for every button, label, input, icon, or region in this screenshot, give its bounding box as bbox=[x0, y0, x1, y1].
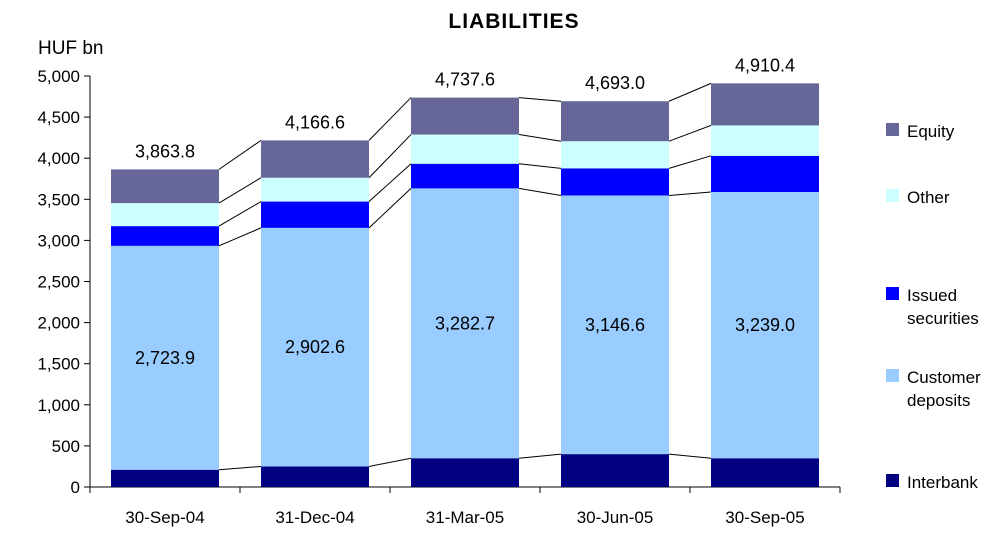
y-tick-label: 2,500 bbox=[37, 273, 80, 292]
bar-segment bbox=[711, 458, 819, 487]
bar-segment bbox=[711, 155, 819, 192]
y-tick-label: 5,000 bbox=[37, 67, 80, 86]
legend-label: securities bbox=[907, 309, 979, 328]
connector-line bbox=[368, 188, 412, 229]
legend-swatch bbox=[886, 189, 899, 202]
connector-lines bbox=[218, 82, 712, 471]
bar-segment bbox=[111, 469, 219, 487]
bar-segment bbox=[411, 97, 519, 135]
total-label: 4,166.6 bbox=[285, 112, 345, 132]
y-tick-label: 4,000 bbox=[37, 149, 80, 168]
y-tick-label: 3,000 bbox=[37, 231, 80, 250]
deposit-label: 3,282.7 bbox=[435, 313, 495, 333]
bar-segment bbox=[111, 226, 219, 246]
connector-line bbox=[668, 453, 712, 459]
bar-segment bbox=[261, 466, 369, 487]
y-tick-label: 2,000 bbox=[37, 314, 80, 333]
deposit-label: 3,239.0 bbox=[735, 315, 795, 335]
legend: Equity Other Issued securities Customer depos… bbox=[886, 122, 981, 492]
legend-swatch bbox=[886, 474, 899, 487]
legend-label: Interbank bbox=[907, 473, 978, 492]
total-label: 4,737.6 bbox=[435, 70, 495, 90]
x-tick-label: 30-Sep-05 bbox=[725, 508, 804, 527]
connector-line bbox=[518, 453, 562, 459]
connector-line bbox=[368, 457, 412, 467]
connector-line bbox=[668, 191, 712, 196]
connector-line bbox=[518, 163, 562, 169]
bar-segment bbox=[111, 203, 219, 227]
connector-line bbox=[668, 124, 712, 142]
connector-line bbox=[218, 227, 262, 247]
bar-segment bbox=[111, 245, 219, 470]
bar-segment bbox=[561, 195, 669, 455]
connector-line bbox=[668, 82, 712, 102]
bar-segment bbox=[561, 168, 669, 196]
connector-line bbox=[518, 187, 562, 196]
legend-label: Issued bbox=[907, 286, 957, 305]
x-tick-label: 30-Jun-05 bbox=[577, 508, 654, 527]
connector-line bbox=[218, 201, 262, 227]
bar-segment bbox=[711, 191, 819, 459]
legend-swatch bbox=[886, 123, 899, 136]
y-tick-label: 1,000 bbox=[37, 396, 80, 415]
y-tick-label: 3,500 bbox=[37, 190, 80, 209]
connector-line bbox=[368, 97, 412, 141]
deposit-label: 2,723.9 bbox=[135, 348, 195, 368]
y-tick-label: 1,500 bbox=[37, 355, 80, 374]
bar-segment bbox=[111, 169, 219, 204]
legend-label: Customer bbox=[907, 368, 981, 387]
connector-line bbox=[518, 134, 562, 142]
y-tick-label: 500 bbox=[52, 437, 80, 456]
bar-segment bbox=[561, 101, 669, 142]
connector-line bbox=[368, 163, 412, 202]
legend-label: Other bbox=[907, 188, 950, 207]
bar-segment bbox=[561, 141, 669, 169]
bar-segment bbox=[261, 227, 369, 467]
connector-line bbox=[668, 155, 712, 169]
bar-segment bbox=[411, 458, 519, 487]
bar-segment bbox=[261, 177, 369, 202]
bar-segment bbox=[411, 134, 519, 164]
bar-segment bbox=[561, 454, 669, 487]
legend-swatch bbox=[886, 287, 899, 300]
bar-segment bbox=[261, 201, 369, 228]
data-labels: 30-Sep-04 3,863.8 2,723.9 31-Dec-04 4,166.6 2… bbox=[125, 55, 804, 527]
bars bbox=[111, 83, 819, 487]
bar-segment bbox=[261, 140, 369, 178]
total-label: 4,693.0 bbox=[585, 73, 645, 93]
y-tick-label: 4,500 bbox=[37, 108, 80, 127]
axes: 0 500 1,000 1,500 2,000 2,500 3,000 3,500 4,000 4… bbox=[37, 67, 841, 497]
connector-line bbox=[218, 465, 262, 471]
x-tick-label: 31-Mar-05 bbox=[426, 508, 504, 527]
x-tick-label: 30-Sep-04 bbox=[125, 508, 204, 527]
bar-segment bbox=[711, 125, 819, 156]
legend-label: Equity bbox=[907, 122, 955, 141]
deposit-label: 2,902.6 bbox=[285, 337, 345, 357]
legend-swatch bbox=[886, 369, 899, 382]
bar-segment bbox=[411, 188, 519, 459]
connector-line bbox=[518, 97, 562, 102]
connector-line bbox=[218, 177, 262, 204]
bar-segment bbox=[711, 83, 819, 126]
legend-label: deposits bbox=[907, 391, 970, 410]
bar-segment bbox=[411, 163, 519, 189]
connector-line bbox=[218, 139, 262, 170]
x-tick-label: 31-Dec-04 bbox=[275, 508, 354, 527]
total-label: 3,863.8 bbox=[135, 141, 195, 161]
deposit-label: 3,146.6 bbox=[585, 315, 645, 335]
chart-title: LIABILITIES bbox=[448, 10, 579, 33]
y-axis-unit-label: HUF bn bbox=[38, 38, 103, 59]
total-label: 4,910.4 bbox=[735, 55, 795, 75]
y-tick-label: 0 bbox=[71, 478, 80, 497]
connector-line bbox=[368, 134, 412, 179]
